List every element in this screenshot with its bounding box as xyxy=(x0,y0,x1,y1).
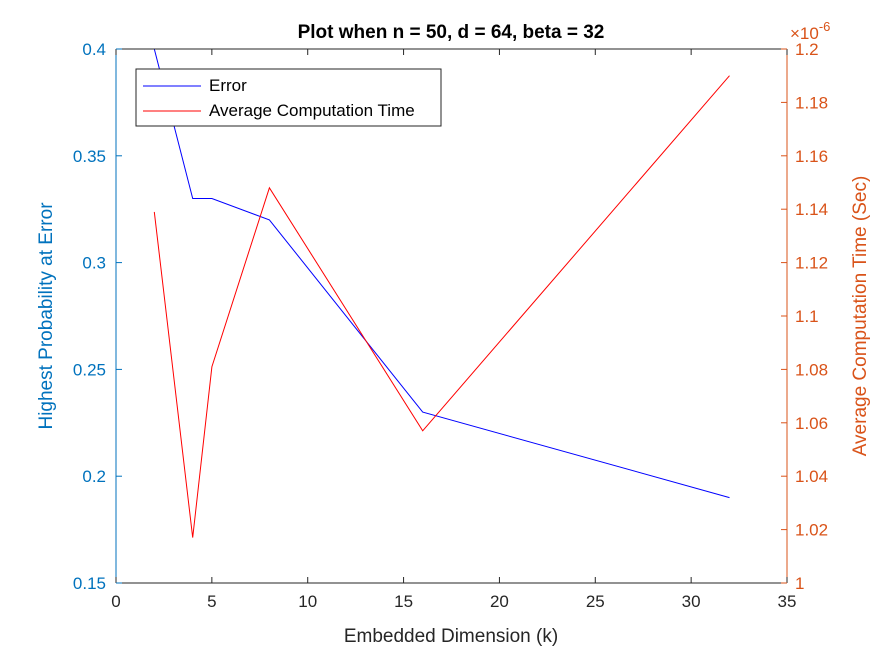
right-tick-label: 1.12 xyxy=(795,254,828,273)
left-tick-label: 0.25 xyxy=(73,360,106,379)
right-tick-label: 1.06 xyxy=(795,414,828,433)
legend-entry-error: Error xyxy=(209,76,247,95)
right-axis-exponent-power: -6 xyxy=(819,19,831,34)
right-axis-exponent-base: ×10 xyxy=(790,24,819,43)
right-tick-label: 1.08 xyxy=(795,360,828,379)
x-tick-label: 0 xyxy=(111,592,120,611)
x-tick-label: 15 xyxy=(394,592,413,611)
x-axis-label: Embedded Dimension (k) xyxy=(344,626,558,647)
x-tick-label: 35 xyxy=(778,592,797,611)
right-tick-label: 1.1 xyxy=(795,307,819,326)
series-line-error xyxy=(153,49,730,499)
axes-layer: 0 5 10 15 20 25 30 35 0.15 0.2 0.25 0.3 0.35 0.4 1 1.02… xyxy=(73,40,828,611)
legend: Error Average Computation Time xyxy=(135,68,442,127)
right-tick-label: 1.16 xyxy=(795,147,828,166)
legend-entry-time: Average Computation Time xyxy=(209,101,415,120)
right-tick-label: 1 xyxy=(795,574,804,593)
x-tick-label: 30 xyxy=(682,592,701,611)
right-tick-label: 1.18 xyxy=(795,93,828,112)
right-tick-label: 1.2 xyxy=(795,40,819,59)
right-tick-label: 1.02 xyxy=(795,521,828,540)
series-line-time xyxy=(153,75,730,538)
x-tick-label: 25 xyxy=(586,592,605,611)
x-tick-label: 10 xyxy=(298,592,317,611)
legend-box xyxy=(135,68,442,127)
series-layer xyxy=(153,49,730,538)
right-tick-label: 1.14 xyxy=(795,200,828,219)
left-tick-label: 0.2 xyxy=(82,467,106,486)
left-tick-label: 0.15 xyxy=(73,574,106,593)
left-tick-label: 0.4 xyxy=(82,40,106,59)
right-axis-label: Average Computation Time (Sec) xyxy=(850,176,871,457)
x-tick-label: 5 xyxy=(207,592,216,611)
left-axis-label: Highest Probability at Error xyxy=(36,202,57,430)
right-axis-exponent: ×10-6 xyxy=(790,19,830,43)
x-tick-label: 20 xyxy=(490,592,509,611)
chart-title: Plot when n = 50, d = 64, beta = 32 xyxy=(298,22,605,43)
left-tick-label: 0.35 xyxy=(73,147,106,166)
left-tick-label: 0.3 xyxy=(82,254,106,273)
right-tick-label: 1.04 xyxy=(795,467,828,486)
